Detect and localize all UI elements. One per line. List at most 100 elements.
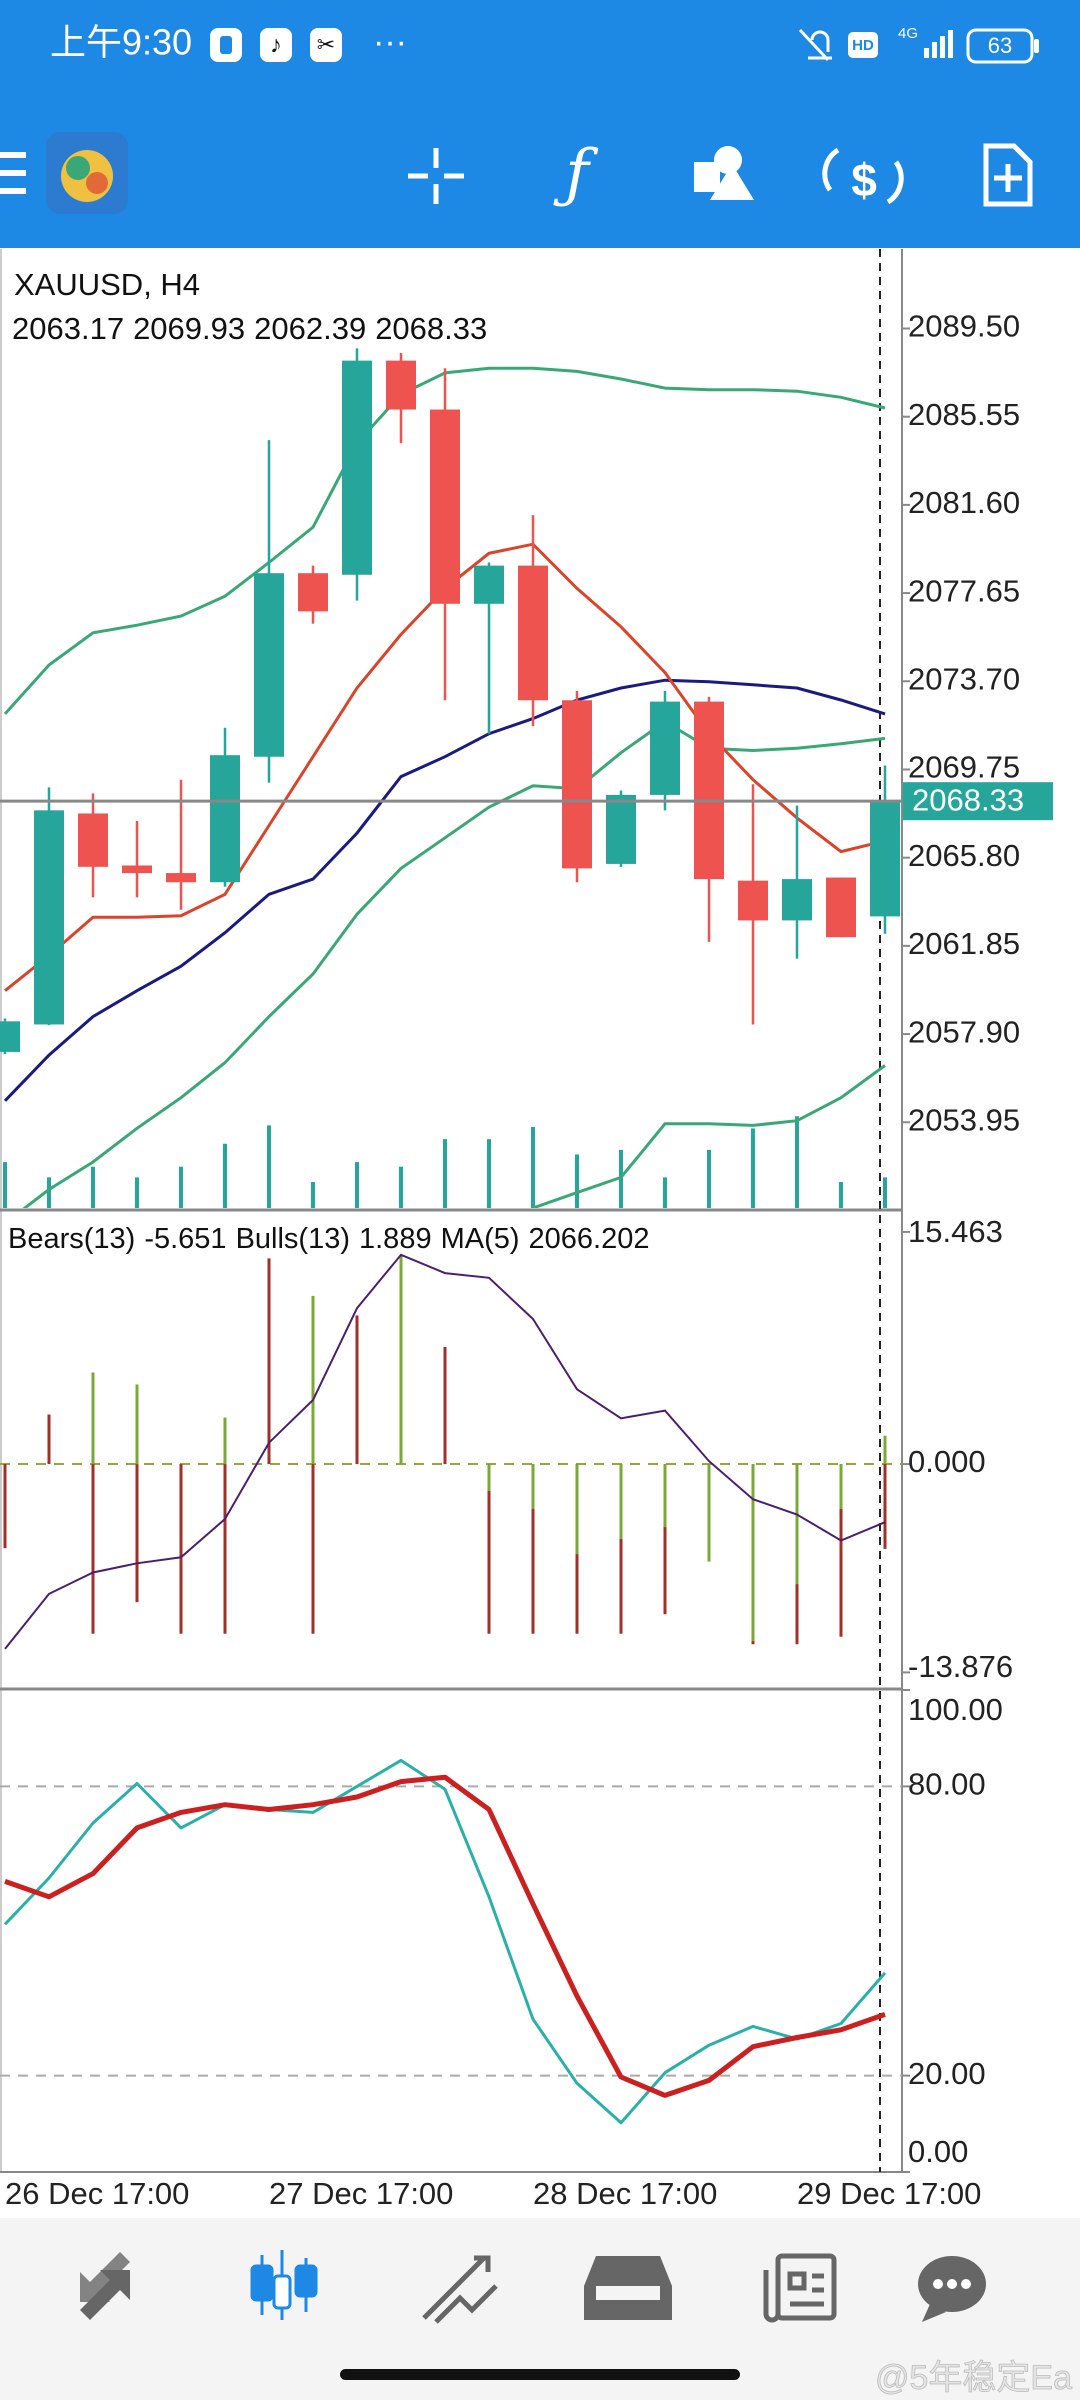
header-value: 2066.202 xyxy=(529,1223,650,1255)
volume-bar xyxy=(399,1166,403,1208)
nav-quotes[interactable] xyxy=(80,2252,130,2320)
volume-bar xyxy=(91,1166,95,1208)
volume-bar xyxy=(883,1177,887,1208)
histogram-bar xyxy=(91,1372,95,1465)
histogram-bar xyxy=(883,1435,887,1465)
y-tick-label: 2065.80 xyxy=(908,838,1020,873)
histogram-bar xyxy=(707,1464,711,1562)
histogram-bar xyxy=(575,1464,579,1555)
nav-history[interactable] xyxy=(584,2256,672,2320)
y-tick-label: 15.463 xyxy=(908,1214,1003,1249)
histogram-bar xyxy=(795,1464,799,1585)
last-price-box xyxy=(903,782,1053,821)
candle-body xyxy=(0,1021,20,1052)
network: 4G xyxy=(898,25,918,42)
signal xyxy=(924,28,1039,64)
candle-body xyxy=(386,360,416,410)
y-tick-label: 2077.65 xyxy=(908,573,1020,608)
status-icons: ♪ ✂ ··· xyxy=(210,23,878,62)
nav-news[interactable] xyxy=(763,2253,837,2323)
candle-body xyxy=(738,880,768,921)
x-tick-label: 27 Dec 17:00 xyxy=(269,2176,453,2211)
histogram-bar xyxy=(839,1464,843,1510)
home-indicator xyxy=(340,2369,740,2380)
indicator-name: Bears(13) xyxy=(8,1223,135,1255)
new-order-tool[interactable] xyxy=(983,143,1033,207)
candle-body xyxy=(78,813,108,867)
volume-bar xyxy=(707,1149,711,1208)
crosshair-tool[interactable] xyxy=(408,148,464,204)
objects-tool[interactable] xyxy=(694,146,754,200)
histogram-bar xyxy=(135,1384,139,1465)
watermark: @5年稳定Ea xyxy=(875,2359,1072,2397)
volume-bar xyxy=(47,1177,51,1208)
y-tick-label: 2073.70 xyxy=(908,661,1020,696)
last-price-label: 2068.33 xyxy=(912,782,1024,817)
y-tick-label: 2085.55 xyxy=(908,397,1020,432)
volume-bar xyxy=(223,1143,227,1208)
y-tick-label: 2069.75 xyxy=(908,750,1020,785)
volume-bar xyxy=(663,1177,667,1208)
bears-bulls-pane xyxy=(0,1253,902,1650)
histogram-bar xyxy=(619,1464,623,1634)
ohlc-header: 2063.17 2069.93 2062.39 2068.33 xyxy=(12,311,487,346)
symbol-title: XAUUSD, H4 xyxy=(14,267,200,302)
histogram-bar xyxy=(487,1464,491,1492)
histogram-bar xyxy=(47,1414,51,1465)
indicator-line xyxy=(532,1064,886,1208)
histogram-bar xyxy=(267,1258,271,1465)
app-logo[interactable] xyxy=(46,132,128,214)
volume-bar xyxy=(267,1125,271,1208)
histogram-bar xyxy=(91,1464,95,1634)
nav-chat[interactable] xyxy=(918,2256,986,2322)
y-tick-label: 0.00 xyxy=(908,2134,968,2169)
header-value: 2068.33 xyxy=(375,311,487,346)
candle-body xyxy=(518,565,548,701)
nav-trade[interactable] xyxy=(422,2255,498,2324)
header-value: -5.651 xyxy=(144,1223,226,1255)
svg-text:$: $ xyxy=(851,154,877,206)
nav-chart[interactable] xyxy=(250,2250,318,2320)
candle-body xyxy=(606,794,636,864)
volume-bar xyxy=(751,1128,755,1208)
candle-body xyxy=(34,810,64,1025)
indicator-line xyxy=(22,719,886,1208)
candle-body xyxy=(210,755,240,883)
volume-bar xyxy=(575,1154,579,1208)
volume-bar xyxy=(179,1166,183,1208)
candle-body xyxy=(650,701,680,795)
y-tick-label: 80.00 xyxy=(908,1767,986,1802)
labels: 2089.50 2085.55 2081.60 2077.65 2073.70 2069.… xyxy=(5,267,1053,2211)
histogram-bar xyxy=(531,1464,535,1634)
histogram-bar xyxy=(3,1464,7,1549)
indicator-name: Bulls(13) xyxy=(236,1223,350,1255)
price-pane xyxy=(0,348,902,1208)
x-tick-label: 26 Dec 17:00 xyxy=(5,2176,189,2211)
histogram-bar xyxy=(179,1464,183,1634)
histogram-bar xyxy=(355,1315,359,1465)
x-tick-label: 29 Dec 17:00 xyxy=(797,2176,981,2211)
histogram-bar xyxy=(135,1464,139,1603)
header-value: 2069.93 xyxy=(133,311,245,346)
header-value: 2063.17 xyxy=(12,311,124,346)
histogram-bar xyxy=(399,1255,403,1465)
x-tick-label: 28 Dec 17:00 xyxy=(533,2176,717,2211)
candle-body xyxy=(694,701,724,880)
indicator-line xyxy=(3,678,886,1102)
menu-button[interactable] xyxy=(0,152,26,194)
candle-body xyxy=(430,409,460,604)
candle-body xyxy=(166,873,196,883)
volume-bar xyxy=(311,1181,315,1208)
histogram-bar xyxy=(443,1346,447,1465)
histogram-bar xyxy=(663,1464,667,1528)
y-tick-label: 0.000 xyxy=(908,1444,986,1479)
histogram-bar xyxy=(487,1464,491,1634)
y-tick-label: 2081.60 xyxy=(908,485,1020,520)
candle-body xyxy=(254,573,284,757)
candle-body xyxy=(826,877,856,938)
y-tick-label: 2089.50 xyxy=(908,309,1020,344)
y-tick-label: 20.00 xyxy=(908,2056,986,2091)
trade-tool[interactable]: $ xyxy=(822,147,904,206)
